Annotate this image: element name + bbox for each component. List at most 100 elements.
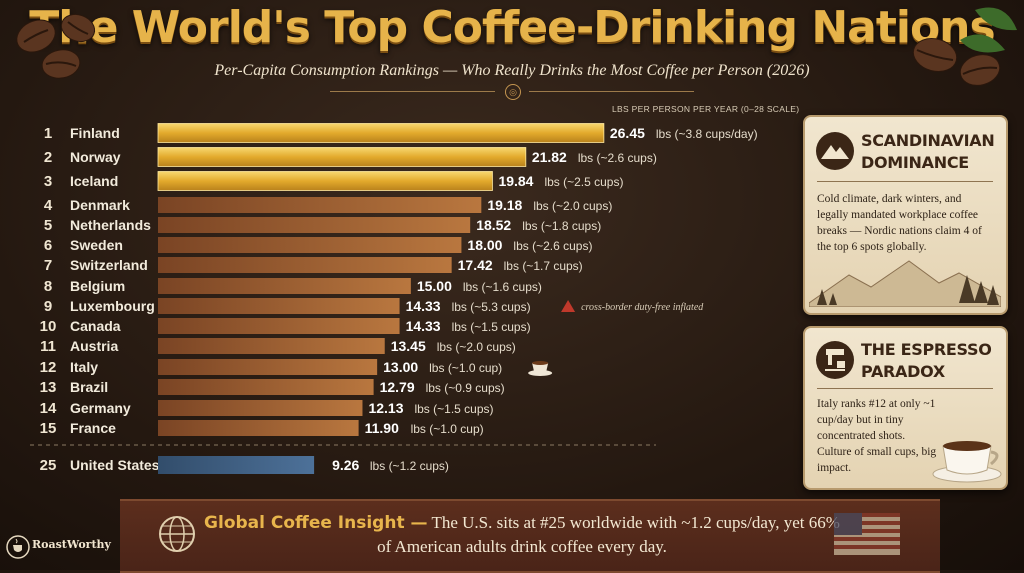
rank-label: 25 bbox=[40, 457, 57, 474]
data-label: 18.52 bbox=[476, 217, 511, 233]
banner-text: Global Coffee Insight — The U.S. sits at… bbox=[202, 511, 842, 559]
mountain-icon bbox=[816, 132, 854, 170]
card-title-line1: THE ESPRESSO bbox=[861, 340, 992, 359]
rank-label: 9 bbox=[44, 298, 52, 315]
rank-label: 4 bbox=[44, 197, 53, 214]
unit-label: lbs (~2.5 cups) bbox=[544, 175, 623, 189]
banner-body: The U.S. sits at #25 worldwide with ~1.2… bbox=[377, 513, 840, 556]
data-label: 21.82 bbox=[532, 149, 567, 165]
card-title-line2: PARADOX bbox=[861, 362, 945, 381]
consumption-bar-chart: 1 Finland 26.45 lbs (~3.8 cups/day) 2 Norway 2… bbox=[30, 123, 758, 474]
unit-label: lbs (~1.8 cups) bbox=[522, 219, 601, 233]
rank-label: 12 bbox=[40, 359, 57, 376]
data-label: 19.18 bbox=[487, 197, 522, 213]
annotation-note: cross-border duty-free inflated bbox=[581, 302, 704, 313]
rank-label: 13 bbox=[40, 379, 57, 396]
data-label: 17.42 bbox=[458, 257, 493, 273]
bar bbox=[158, 379, 374, 395]
country-label: Norway bbox=[70, 149, 121, 165]
espresso-cup-illustration bbox=[932, 441, 1002, 483]
mountain-landscape-illustration bbox=[809, 260, 1001, 307]
rank-label: 11 bbox=[40, 338, 56, 355]
globe-icon bbox=[159, 516, 195, 552]
rank-label: 10 bbox=[40, 318, 57, 335]
bar bbox=[158, 400, 363, 416]
warning-icon bbox=[561, 300, 576, 312]
coffee-cup-logo-icon bbox=[6, 535, 30, 559]
data-label: 9.26 bbox=[332, 457, 359, 473]
bar bbox=[158, 278, 411, 294]
country-label: Austria bbox=[70, 338, 118, 354]
unit-label: lbs (~1.5 cups) bbox=[414, 402, 493, 416]
bar bbox=[157, 171, 493, 191]
data-label: 14.33 bbox=[406, 318, 441, 334]
coffee-beans-decoration-right bbox=[912, 7, 1017, 86]
rank-label: 5 bbox=[44, 217, 52, 234]
data-label: 11.90 bbox=[365, 420, 399, 436]
data-label: 26.45 bbox=[610, 125, 645, 141]
country-label: Belgium bbox=[70, 278, 125, 294]
data-label: 15.00 bbox=[417, 278, 452, 294]
country-label: Iceland bbox=[70, 173, 118, 189]
unit-label: lbs (~2.0 cups) bbox=[533, 199, 612, 213]
country-label: Luxembourg bbox=[70, 298, 155, 314]
bar bbox=[158, 420, 359, 436]
data-label: 12.79 bbox=[380, 379, 415, 395]
unit-label: lbs (~0.9 cups) bbox=[426, 381, 505, 395]
country-label: Brazil bbox=[70, 379, 108, 395]
title-ornament: ◎ bbox=[330, 84, 694, 100]
country-label: Switzerland bbox=[70, 257, 148, 273]
bar bbox=[158, 237, 462, 253]
country-label: Denmark bbox=[70, 197, 130, 213]
unit-label: lbs (~5.3 cups) bbox=[452, 300, 531, 314]
rank-label: 3 bbox=[44, 173, 52, 190]
scandinavian-dominance-card: SCANDINAVIAN DOMINANCE Cold climate, dar… bbox=[803, 115, 1008, 315]
coffee-cup-icon bbox=[528, 361, 553, 376]
data-label: 12.13 bbox=[368, 400, 403, 416]
data-label: 18.00 bbox=[467, 237, 502, 253]
coffee-beans-decoration-left bbox=[16, 13, 96, 79]
bar bbox=[158, 456, 315, 474]
unit-label: lbs (~2.6 cups) bbox=[578, 151, 657, 165]
unit-label: lbs (~1.2 cups) bbox=[370, 459, 449, 473]
country-label: United States bbox=[70, 457, 160, 473]
scale-label: LBS PER PERSON PER YEAR (0–28 SCALE) bbox=[612, 104, 800, 114]
bar bbox=[158, 338, 385, 354]
unit-label: lbs (~1.0 cup) bbox=[429, 361, 502, 375]
unit-label: lbs (~1.5 cups) bbox=[452, 320, 531, 334]
rank-label: 1 bbox=[44, 125, 52, 142]
country-label: Netherlands bbox=[70, 217, 151, 233]
unit-label: lbs (~1.6 cups) bbox=[463, 280, 542, 294]
card-title-line1: SCANDINAVIAN bbox=[861, 131, 995, 150]
rank-label: 6 bbox=[44, 237, 52, 254]
bar bbox=[158, 298, 400, 314]
country-label: Germany bbox=[70, 400, 131, 416]
page-title: The World's Top Coffee-Drinking Nations bbox=[29, 2, 995, 53]
brand-name: RoastWorthy bbox=[32, 538, 111, 551]
country-label: Italy bbox=[70, 359, 98, 375]
unit-label: lbs (~2.6 cups) bbox=[513, 239, 592, 253]
banner-heading: Global Coffee Insight — bbox=[204, 513, 428, 533]
page-subtitle: Per-Capita Consumption Rankings — Who Re… bbox=[214, 62, 810, 79]
country-label: France bbox=[70, 420, 116, 436]
rank-label: 14 bbox=[40, 400, 57, 417]
unit-label: lbs (~1.0 cup) bbox=[411, 422, 484, 436]
card-title-line2: DOMINANCE bbox=[861, 153, 969, 172]
data-label: 13.45 bbox=[391, 338, 426, 354]
unit-label: lbs (~1.7 cups) bbox=[504, 259, 583, 273]
brand-logo: RoastWorthy bbox=[4, 530, 124, 566]
unit-label: lbs (~2.0 cups) bbox=[437, 340, 516, 354]
card-body: Cold climate, dark winters, and legally … bbox=[817, 193, 982, 253]
bar bbox=[158, 318, 400, 334]
country-label: Sweden bbox=[70, 237, 123, 253]
data-label: 14.33 bbox=[406, 298, 441, 314]
rank-label: 2 bbox=[44, 149, 52, 166]
bar bbox=[158, 217, 471, 233]
us-flag-icon bbox=[834, 513, 900, 555]
rank-label: 15 bbox=[40, 420, 57, 437]
bar bbox=[157, 123, 605, 143]
country-label: Canada bbox=[70, 318, 121, 334]
rank-label: 7 bbox=[44, 257, 52, 274]
bar bbox=[158, 257, 452, 273]
country-label: Finland bbox=[70, 125, 120, 141]
